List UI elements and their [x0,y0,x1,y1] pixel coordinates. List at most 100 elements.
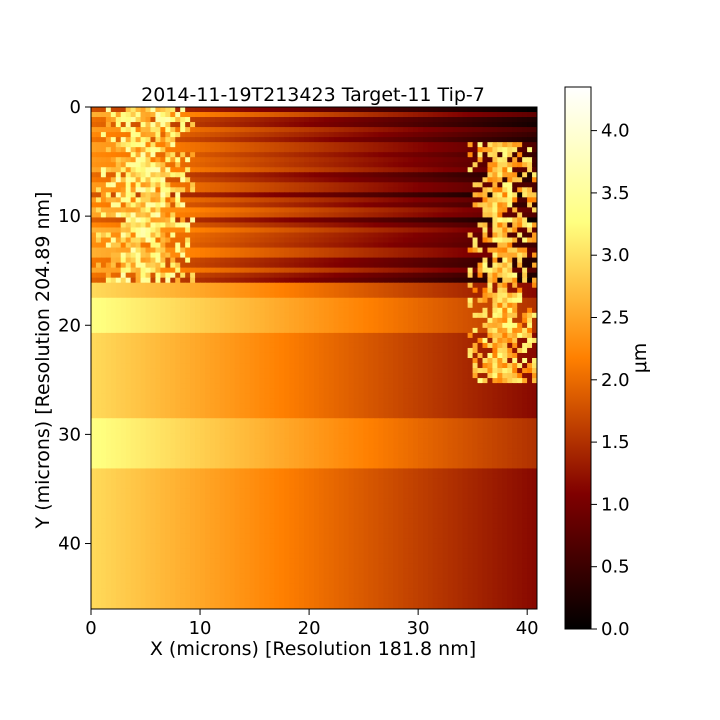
heatmap-cell [462,322,469,329]
heatmap-cell [517,232,523,239]
heatmap-cell [214,272,221,279]
heatmap-cell [165,152,171,158]
heatmap-cell [398,182,404,188]
heatmap-cell [502,212,508,219]
heatmap-cell [244,117,251,123]
heatmap-cell [467,352,474,359]
heatmap-cell [393,192,399,198]
heatmap-cell [165,142,171,148]
heatmap-cell [105,322,112,329]
heatmap-cell [343,227,350,234]
heatmap-cell [373,358,380,364]
heatmap-cell [462,217,469,224]
heatmap-cell [175,267,181,274]
heatmap-cell [378,177,384,183]
heatmap-cell [447,352,454,359]
heatmap-cell [452,332,459,339]
heatmap-cell [304,373,310,379]
heatmap-cell [160,247,166,254]
heatmap-cell [492,112,498,118]
heatmap-cell [284,212,290,219]
heatmap-cell [200,142,206,148]
heatmap-cell [378,332,384,339]
heatmap-cell [383,222,389,229]
heatmap-cell [467,297,474,304]
heatmap-cell [314,373,320,379]
heatmap-cell [234,127,241,133]
heatmap-cell [249,302,256,309]
heatmap-cell [254,227,261,234]
heatmap-cell [294,202,300,208]
heatmap-cell [517,117,523,123]
heatmap-cell [447,297,454,304]
heatmap-cell [170,247,176,254]
heatmap-cell [100,312,107,319]
heatmap-cell [348,212,355,219]
heatmap-cell [323,272,330,279]
heatmap-cell [170,212,176,219]
heatmap-cell [279,317,285,324]
heatmap-cell [408,162,414,168]
heatmap-cell [413,297,419,304]
heatmap-cell [482,217,489,224]
heatmap-cell [487,247,493,254]
heatmap-cell [304,252,310,259]
heatmap-cell [532,222,537,229]
heatmap-cell [442,212,449,219]
heatmap-cell [314,232,320,239]
heatmap-cell [388,242,394,249]
heatmap-cell [442,262,449,269]
heatmap-cell [91,207,97,214]
heatmap-cell [323,322,330,329]
heatmap-cell [269,312,275,319]
heatmap-cell [91,272,97,279]
heatmap-cell [170,167,176,173]
heatmap-cell [532,242,537,249]
heatmap-cell [314,142,320,148]
heatmap-cell [185,272,191,279]
heatmap-cell [95,287,102,294]
heatmap-cell [140,378,147,384]
heatmap-cell [333,272,340,279]
heatmap-cell [502,107,508,113]
heatmap-cell [209,172,216,178]
heatmap-cell [363,297,370,304]
heatmap-cell [200,257,206,264]
heatmap-cell [304,127,310,133]
heatmap-cell [299,332,305,339]
heatmap-cell [145,287,152,294]
heatmap-cell [309,147,315,153]
heatmap-cell [522,122,528,128]
heatmap-cell [234,267,241,274]
heatmap-cell [333,177,340,183]
heatmap-cell [170,177,176,183]
heatmap-cell [180,337,186,344]
heatmap-cell [423,152,429,158]
heatmap-cell [259,322,266,329]
heatmap-cell [204,192,211,198]
heatmap-cell [452,122,459,128]
heatmap-cell [244,157,251,163]
heatmap-cell [358,157,365,163]
heatmap-cell [437,378,444,384]
heatmap-cell [497,347,503,354]
heatmap-cell [378,122,384,128]
heatmap-cell [423,287,429,294]
heatmap-cell [155,368,161,374]
heatmap-cell [467,127,474,133]
heatmap-cell [363,247,370,254]
heatmap-cell [274,342,280,349]
heatmap-cell [254,352,261,359]
heatmap-cell [175,352,181,359]
heatmap-cell [373,202,380,208]
heatmap-cell [175,358,181,364]
heatmap-cell [219,287,226,294]
heatmap-cell [145,212,152,219]
heatmap-cell [160,332,166,339]
heatmap-cell [224,207,231,214]
heatmap-cell [219,267,226,274]
heatmap-cell [95,337,102,344]
heatmap-cell [105,287,112,294]
heatmap-cell [175,257,181,264]
heatmap-cell [264,137,270,143]
